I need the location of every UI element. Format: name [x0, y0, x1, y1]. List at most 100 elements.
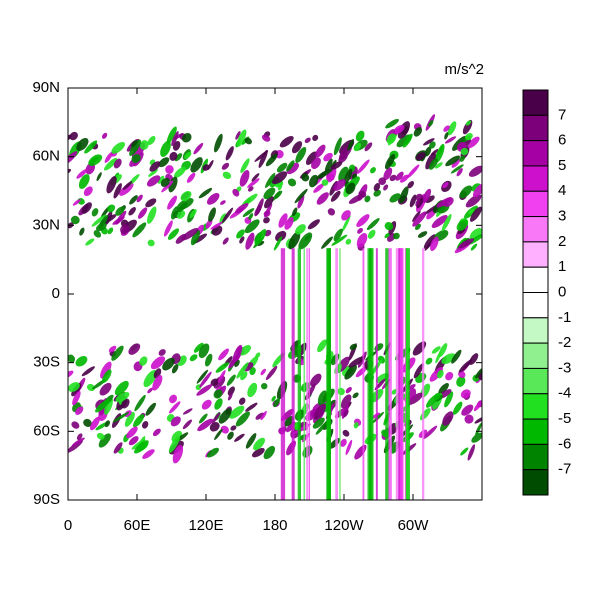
field-blob — [409, 194, 417, 208]
field-blob — [167, 228, 180, 240]
field-stripe — [367, 248, 371, 500]
field-blob — [204, 353, 213, 367]
field-blob — [161, 180, 174, 193]
field-blob — [429, 141, 436, 149]
field-blob — [287, 178, 297, 187]
field-blob — [475, 422, 482, 436]
field-blob — [168, 176, 178, 193]
y-tick-label: 0 — [52, 285, 60, 302]
field-blob — [345, 238, 352, 245]
field-blob — [95, 399, 111, 413]
field-blob — [96, 172, 102, 182]
field-blob — [209, 421, 220, 432]
field-blob — [458, 370, 466, 378]
field-blob — [331, 234, 348, 246]
colorbar-label: -1 — [558, 309, 571, 326]
field-blob — [321, 179, 329, 186]
field-blob — [238, 397, 246, 405]
colorbar-label: 0 — [558, 283, 566, 300]
field-blob — [263, 445, 276, 460]
field-blob — [211, 412, 221, 424]
field-blob — [265, 172, 276, 188]
colorbar-box — [522, 418, 549, 445]
field-blob — [470, 206, 482, 222]
colorbar-label: -6 — [558, 435, 571, 452]
field-blob — [352, 392, 359, 399]
field-blob — [467, 444, 476, 461]
field-blob — [85, 238, 95, 246]
field-blob — [456, 168, 463, 177]
field-blob — [286, 440, 296, 456]
field-blob — [367, 229, 376, 239]
field-blob — [162, 357, 175, 371]
field-stripe — [326, 248, 331, 500]
field-blob — [213, 389, 223, 399]
field-blob — [278, 213, 288, 228]
field-blob — [337, 387, 345, 396]
field — [68, 114, 482, 500]
field-blob — [107, 204, 116, 213]
field-blob — [294, 188, 308, 204]
field-blob — [412, 341, 427, 356]
field-blob — [202, 164, 210, 171]
field-blob — [201, 399, 212, 410]
field-blob — [468, 165, 482, 177]
field-blob — [288, 231, 301, 250]
field-stripe — [422, 248, 425, 500]
field-blob — [158, 349, 166, 356]
field-blob — [225, 146, 234, 161]
field-blob — [373, 189, 381, 197]
field-blob — [279, 135, 294, 148]
field-blob — [344, 364, 357, 380]
field-blob — [330, 161, 343, 170]
field-blob — [254, 229, 267, 246]
field-blob — [312, 417, 325, 429]
colorbar-box — [522, 393, 549, 420]
field-blob — [196, 384, 213, 396]
field-blob — [198, 187, 213, 199]
field-stripe — [399, 248, 404, 500]
field-blob — [348, 356, 366, 368]
field-blob — [284, 217, 294, 230]
field-blob — [458, 359, 473, 373]
field-blob — [129, 195, 138, 205]
field-blob — [93, 230, 102, 238]
field-blob — [152, 428, 161, 437]
field-blob — [128, 343, 141, 355]
field-blob — [263, 217, 270, 224]
field-blob — [309, 174, 319, 188]
colorbar-box — [522, 317, 549, 344]
field-stripe — [362, 248, 365, 500]
field-blob — [70, 215, 80, 225]
field-blob — [115, 210, 127, 225]
field-blob — [317, 390, 328, 406]
y-tick-label: 30S — [33, 354, 60, 371]
field-blob — [172, 444, 184, 464]
field-blob — [244, 137, 253, 145]
field-blob — [239, 236, 245, 244]
field-blob — [120, 224, 130, 235]
field-blob — [241, 193, 258, 207]
field-blob — [150, 356, 166, 370]
field-blob — [210, 221, 224, 230]
colorbar-box — [522, 114, 549, 142]
field-blob — [79, 227, 85, 236]
colorbar-box — [522, 292, 549, 319]
field-blob — [323, 152, 333, 162]
field-blob — [91, 208, 99, 217]
field-blob — [139, 140, 149, 150]
field-blob — [146, 175, 161, 187]
field-blob — [393, 124, 405, 135]
field-blob — [400, 174, 409, 183]
field-blob — [182, 408, 193, 415]
field-blob — [434, 162, 443, 169]
field-blob — [181, 227, 199, 241]
field-blob — [383, 167, 393, 181]
field-blob — [460, 447, 469, 456]
field-stripe — [404, 248, 407, 500]
field-blob — [169, 394, 178, 404]
colorbar-label: 7 — [558, 106, 566, 123]
field-blob — [190, 229, 201, 246]
field-blob — [348, 194, 364, 204]
field-blob — [273, 236, 283, 251]
